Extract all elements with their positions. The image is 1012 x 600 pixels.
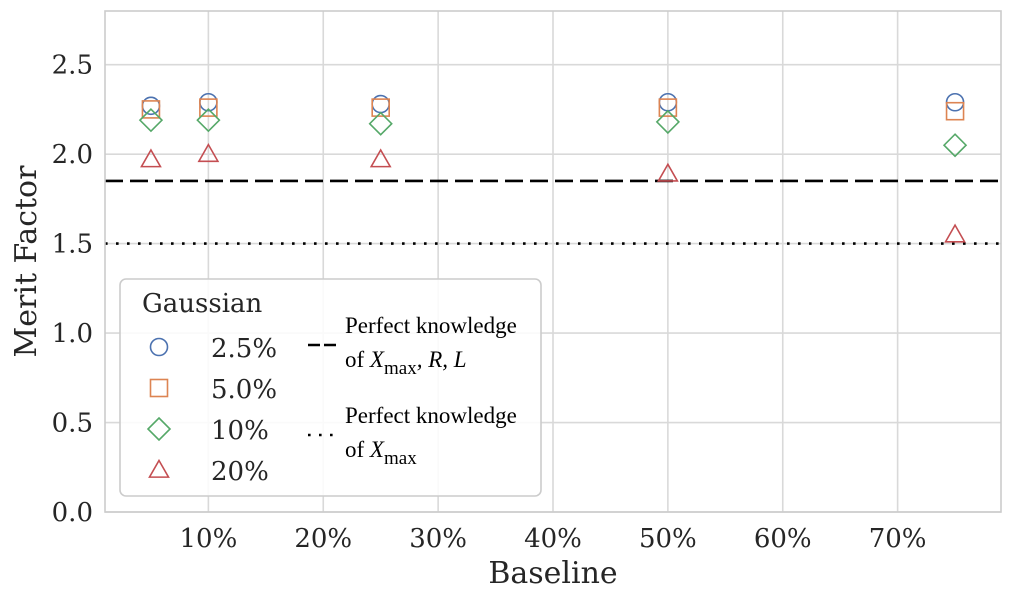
legend-label: 2.5%	[211, 334, 277, 364]
diamond-data-point	[368, 111, 393, 136]
y-axis-title: Merit Factor	[9, 165, 44, 358]
circle-data-point	[141, 96, 161, 116]
legend-label: 10%	[211, 416, 269, 446]
reference-label-variable: X	[369, 347, 385, 372]
square-data-point	[371, 98, 390, 117]
x-tick-label: 50%	[639, 524, 697, 554]
triangle-legend-marker	[148, 458, 170, 478]
reference-label-line2: of Xmax	[345, 437, 417, 469]
data-points	[138, 92, 968, 243]
x-tick-label: 60%	[754, 524, 812, 554]
legend: Gaussian 2.5% 5.0% 10% 20% Perfect knowledg…	[119, 278, 542, 497]
x-tick-label: 10%	[179, 524, 237, 554]
reference-label-subscript: max	[384, 448, 417, 469]
square-data-point	[945, 101, 965, 121]
x-tick-label: 70%	[869, 524, 927, 554]
y-tick-label: 2.5	[52, 51, 93, 81]
diamond-legend-marker	[146, 416, 172, 442]
y-tick-label: 2.0	[52, 140, 93, 170]
triangle-data-point	[140, 148, 162, 168]
x-tick-label: 20%	[294, 524, 352, 554]
plot-frame	[104, 10, 1002, 513]
legend-box	[119, 278, 542, 497]
circle-legend-marker	[149, 337, 169, 357]
diamond-data-point	[196, 108, 221, 133]
triangle-data-point	[197, 143, 220, 163]
reference-label-line1: Perfect knowledge	[345, 403, 517, 428]
x-tick-label: 30%	[409, 524, 467, 554]
legend-label: 5.0%	[211, 375, 277, 405]
circle-data-point	[371, 94, 390, 114]
reference-label-line2: of Xmax, R, L	[345, 347, 467, 379]
triangle-data-point	[944, 223, 966, 243]
legend-label: 20%	[211, 457, 269, 487]
diamond-data-point	[942, 133, 968, 158]
reference-label-prefix: of	[345, 347, 370, 372]
y-tick-label: 0.0	[52, 498, 93, 528]
reference-label-line1: Perfect knowledge	[345, 313, 517, 338]
y-tick-labels: 0.0 0.5 1.0 1.5 2.0 2.5	[52, 51, 93, 528]
square-data-point	[658, 98, 678, 117]
y-tick-label: 1.0	[52, 319, 93, 349]
x-axis-title: Baseline	[488, 556, 617, 591]
diamond-data-point	[655, 109, 681, 135]
diamond-data-point	[138, 108, 164, 133]
reference-label-variable: X	[369, 437, 385, 462]
x-tick-labels: 10% 20% 30% 40% 50% 60% 70%	[179, 524, 926, 554]
legend-entries: 2.5% 5.0% 10% 20%	[146, 334, 277, 487]
square-legend-marker	[149, 378, 169, 398]
triangle-data-point	[656, 162, 679, 182]
reference-label-subscript: max	[384, 358, 417, 379]
reference-label-prefix: of	[345, 437, 370, 462]
reference-label-suffix: , R, L	[417, 347, 467, 372]
x-tick-label: 40%	[524, 524, 582, 554]
square-data-point	[141, 100, 161, 119]
y-tick-label: 1.5	[52, 230, 93, 260]
triangle-data-point	[369, 148, 392, 168]
legend-title: Gaussian	[142, 289, 263, 319]
square-data-point	[199, 98, 218, 117]
y-tick-label: 0.5	[52, 409, 93, 439]
